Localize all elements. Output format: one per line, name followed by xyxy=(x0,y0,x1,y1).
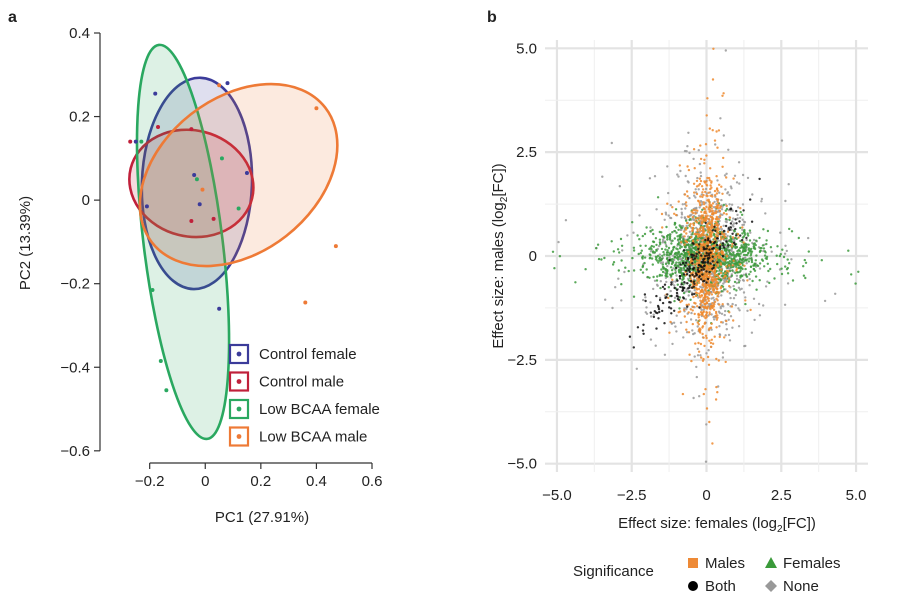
pca-point xyxy=(314,106,319,111)
pca-point xyxy=(156,125,161,130)
pca-point xyxy=(164,388,169,393)
pca-point xyxy=(197,202,202,207)
pca-x-tick-label: −0.2 xyxy=(135,473,165,490)
pca-x-tick-label: 0 xyxy=(201,473,209,490)
pca-point xyxy=(194,177,199,182)
ellipse-low-bcaa-male xyxy=(138,82,339,268)
effect-y-tick-label: 5.0 xyxy=(516,40,537,57)
pca-point xyxy=(211,216,216,221)
effect-plot-ticks: −5.0 −2.5 0 2.5 5.0 −5.0 −2.5 0 2.5 5.0 xyxy=(507,40,866,504)
pca-point xyxy=(158,358,163,363)
pca-point xyxy=(217,306,222,311)
panel-a-label: a xyxy=(8,9,17,26)
pca-point xyxy=(219,156,224,161)
significance-legend-title: Significance xyxy=(573,563,654,580)
legend-triangle-marker xyxy=(765,557,777,568)
pca-y-tick-label: 0.2 xyxy=(69,109,90,126)
pca-point xyxy=(189,127,194,132)
pca-point xyxy=(133,139,138,144)
effect-y-tick-label: 0 xyxy=(529,248,537,265)
pca-point xyxy=(192,173,197,178)
pca-point xyxy=(153,91,158,96)
pca-point xyxy=(139,139,144,144)
significance-legend-label: Females xyxy=(783,555,841,572)
legend-label: Control female xyxy=(259,346,357,363)
pca-point xyxy=(144,204,149,209)
legend-label: Low BCAA male xyxy=(259,429,367,446)
effect-series-males xyxy=(660,47,752,445)
pca-axes: −0.6 −0.4 −0.2 0 0.2 0.4 −0.2 0 0.2 0.4 0.6 xyxy=(60,25,382,490)
pca-y-axis-label: PC2 (13.39%) xyxy=(17,196,34,290)
effect-x-tick-label: 0 xyxy=(702,487,710,504)
pca-x-axis-label: PC1 (27.91%) xyxy=(215,509,309,526)
legend-label: Low BCAA female xyxy=(259,401,380,418)
pca-y-tick-label: −0.6 xyxy=(60,443,90,460)
significance-legend-label: None xyxy=(783,578,819,595)
panel-b: b −5.0 −2.5 0 2.5 5.0 −5.0 −2.5 0 2.5 5.0 Effect … xyxy=(487,9,868,595)
pca-x-tick-label: 0.2 xyxy=(250,473,271,490)
panel-a: a −0.6 −0.4 −0.2 0 0.2 0.4 −0.2 0 0.2 0.4 0.6 PC1 … xyxy=(8,9,382,526)
significance-legend: Males Females Both None xyxy=(688,555,841,595)
pca-point xyxy=(333,244,338,249)
significance-legend-label: Both xyxy=(705,578,736,595)
effect-x-tick-label: 2.5 xyxy=(771,487,792,504)
pca-points xyxy=(128,81,338,393)
legend-diamond-marker xyxy=(765,580,777,592)
pca-point xyxy=(236,206,241,211)
pca-x-tick-label: 0.6 xyxy=(362,473,383,490)
pca-point xyxy=(189,219,194,224)
panel-b-label: b xyxy=(487,9,497,26)
effect-series-both xyxy=(628,177,761,349)
pca-y-tick-label: 0 xyxy=(82,192,90,209)
pca-point xyxy=(303,300,308,305)
pca-y-tick-label: −0.2 xyxy=(60,276,90,293)
legend-square-marker xyxy=(688,558,698,568)
effect-y-tick-label: 2.5 xyxy=(516,144,537,161)
pca-point xyxy=(244,170,249,175)
effect-y-tick-label: −5.0 xyxy=(507,456,537,473)
significance-legend-label: Males xyxy=(705,555,745,572)
effect-x-tick-label: −2.5 xyxy=(617,487,647,504)
effect-plot-points xyxy=(551,47,860,463)
pca-point xyxy=(225,81,230,86)
effect-x-axis-label: Effect size: females (log2[FC]) xyxy=(618,515,816,535)
effect-y-axis-label: Effect size: males (log2[FC]) xyxy=(490,163,510,348)
pca-point xyxy=(128,139,133,144)
pca-y-tick-label: 0.4 xyxy=(69,25,90,42)
ellipse-low-bcaa-female xyxy=(135,43,231,441)
pca-y-tick-label: −0.4 xyxy=(60,359,90,376)
legend-label: Control male xyxy=(259,374,344,391)
pca-ellipses xyxy=(128,43,339,441)
effect-x-tick-label: −5.0 xyxy=(542,487,572,504)
pca-point xyxy=(217,83,222,88)
pca-point xyxy=(200,187,205,192)
pca-point xyxy=(150,287,155,292)
pca-x-tick-label: 0.4 xyxy=(306,473,327,490)
effect-x-tick-label: 5.0 xyxy=(846,487,867,504)
pca-legend: Control female Control male Low BCAA femal… xyxy=(228,343,380,447)
effect-y-tick-label: −2.5 xyxy=(507,352,537,369)
legend-circle-marker xyxy=(688,581,698,591)
